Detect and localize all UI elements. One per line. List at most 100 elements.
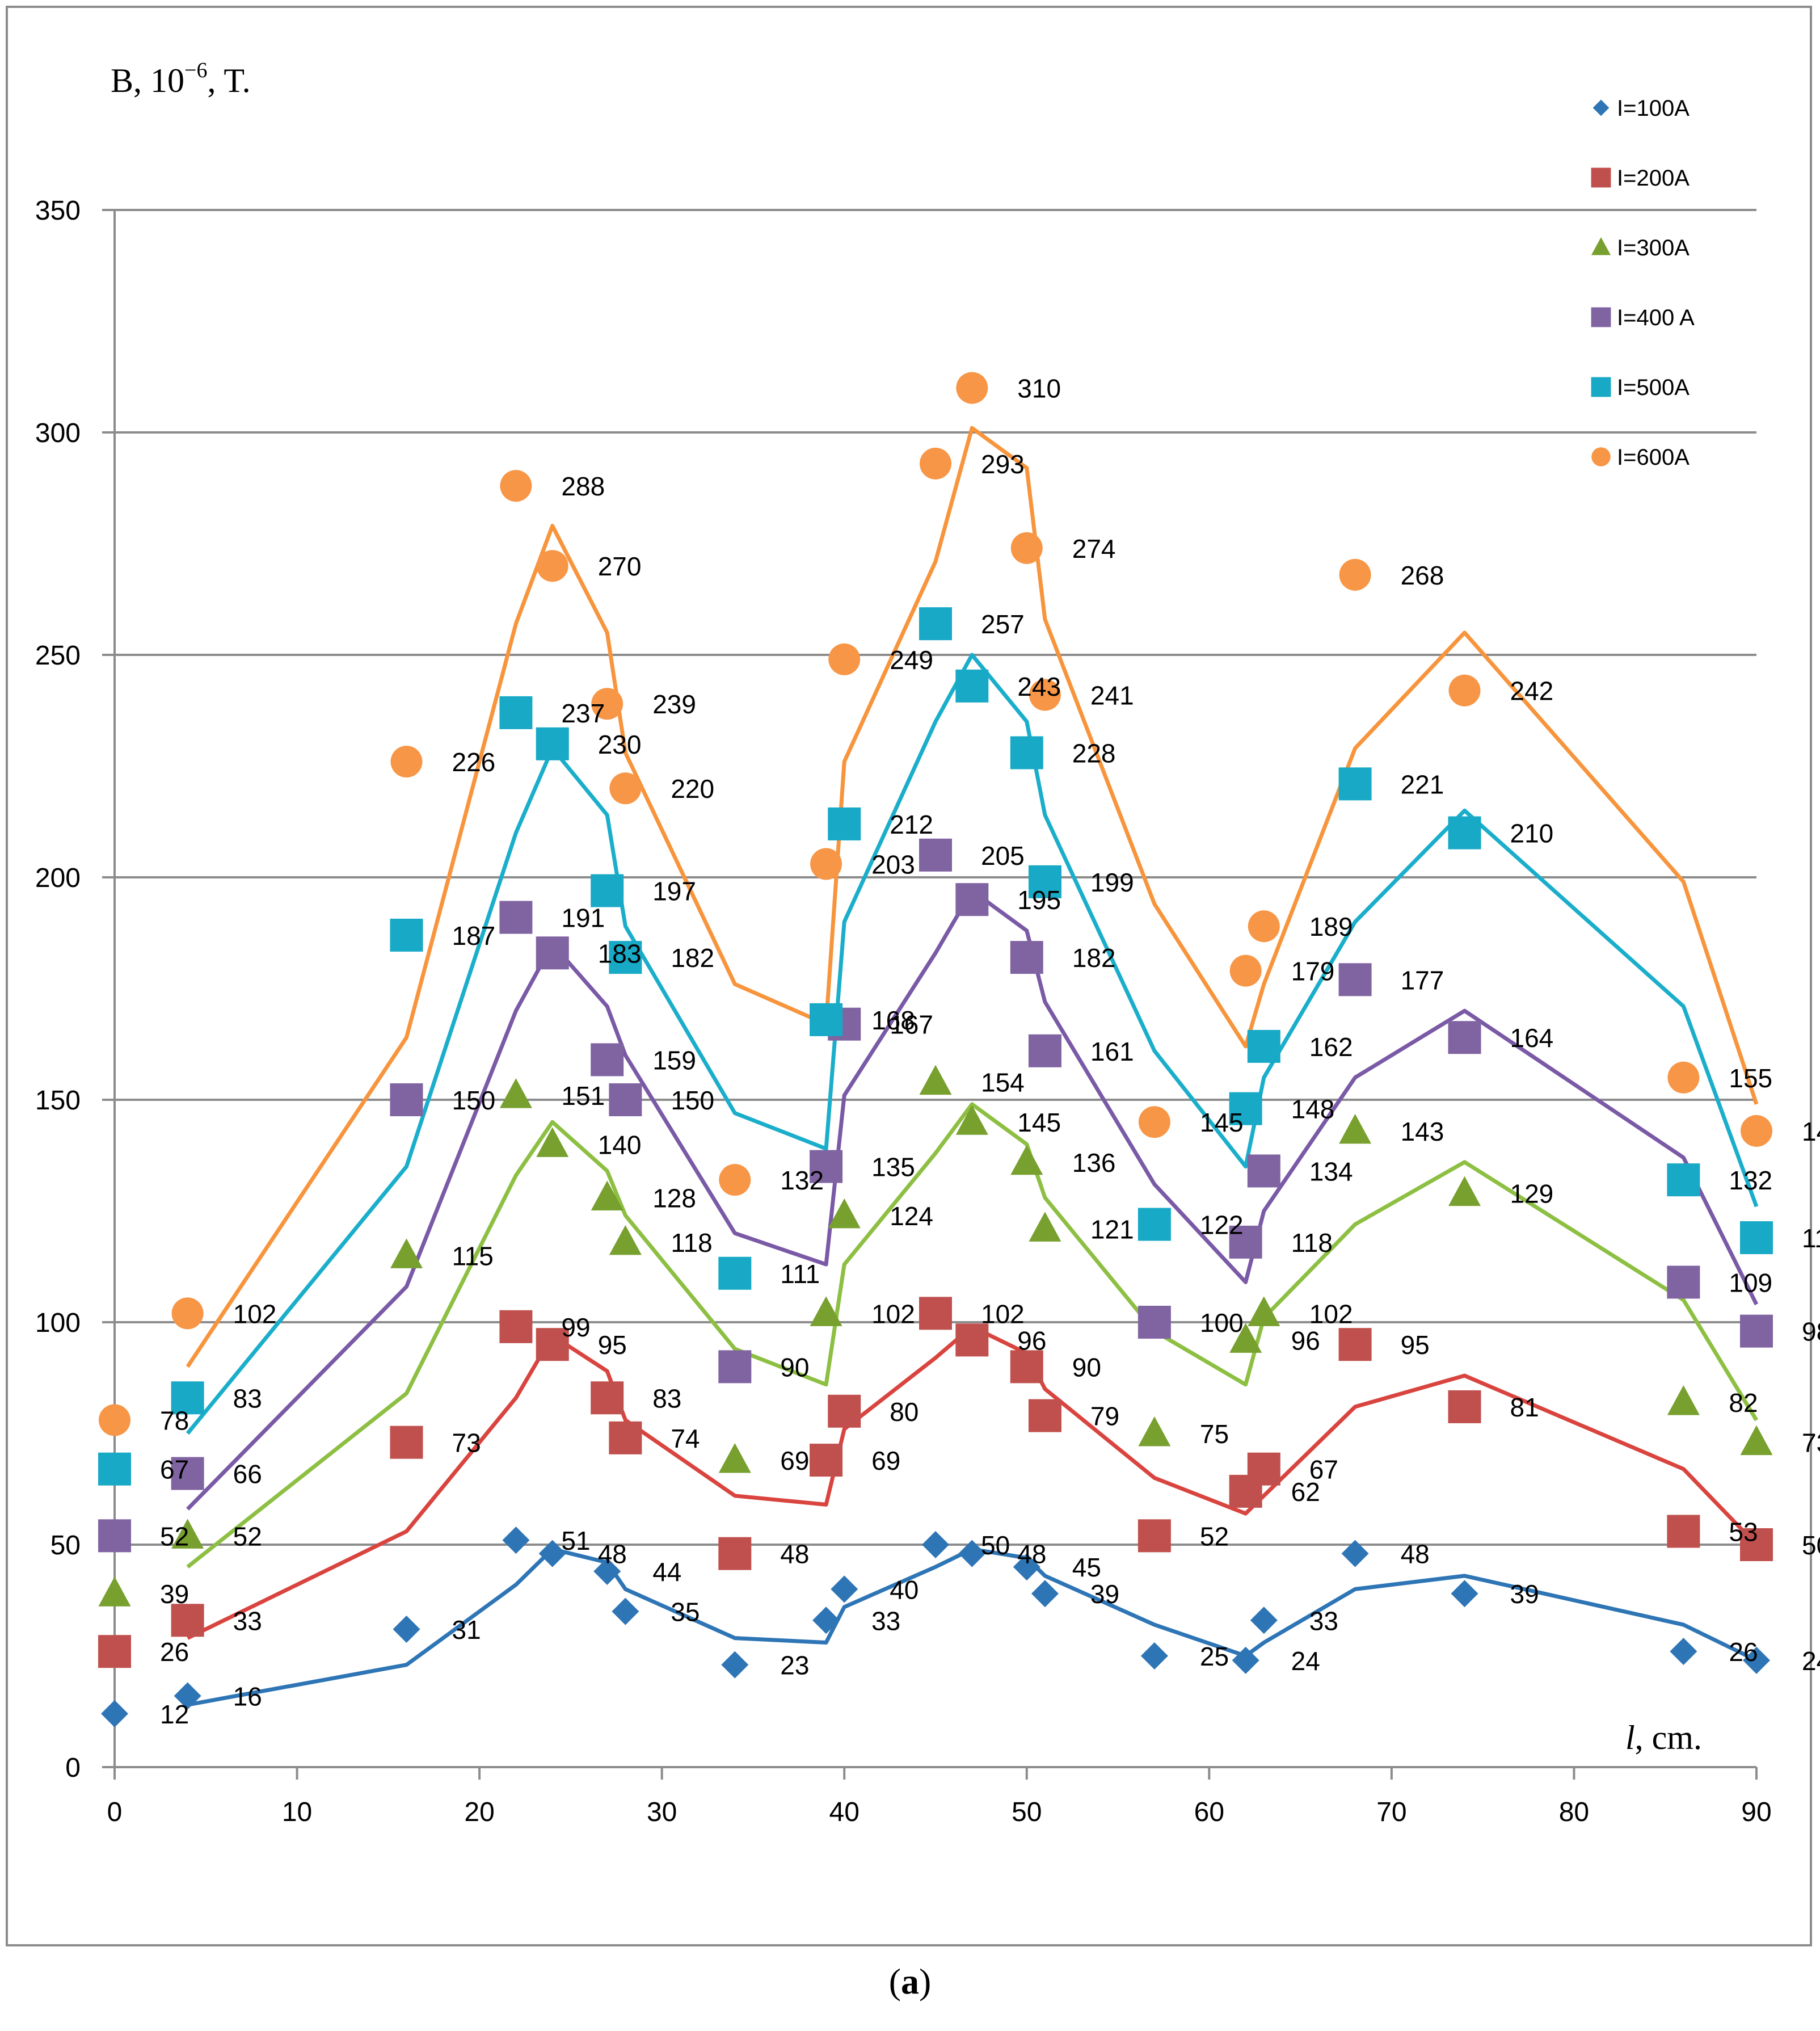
data-point-i-200a xyxy=(1667,1515,1700,1548)
data-label-i-400-a: 191 xyxy=(561,903,605,933)
data-label-i-100a: 25 xyxy=(1200,1642,1229,1671)
data-label-i-300a: 102 xyxy=(1309,1299,1353,1328)
data-label-i-500a: 119 xyxy=(1802,1223,1820,1253)
data-point-i-600a xyxy=(810,848,842,880)
data-point-i-200a xyxy=(1138,1519,1171,1553)
data-label-i-500a: 168 xyxy=(871,1006,915,1035)
data-point-i-500a xyxy=(1740,1221,1773,1255)
legend-label-i-600a: I=600A xyxy=(1617,445,1690,470)
data-point-i-400-a xyxy=(1010,941,1043,974)
data-point-i-600a xyxy=(956,372,988,404)
data-point-i-400-a xyxy=(1229,1225,1262,1259)
data-point-i-400-a xyxy=(1667,1265,1700,1299)
data-point-i-400-a xyxy=(1028,1034,1061,1067)
data-point-i-600a xyxy=(1010,532,1043,564)
data-point-i-300a xyxy=(536,1127,569,1157)
data-label-i-400-a: 100 xyxy=(1200,1308,1244,1338)
data-label-i-200a: 73 xyxy=(452,1428,481,1458)
data-label-i-200a: 26 xyxy=(160,1637,189,1667)
data-point-i-200a xyxy=(1010,1350,1043,1384)
data-point-i-400-a xyxy=(499,901,533,934)
data-label-i-600a: 203 xyxy=(871,850,915,879)
data-point-i-300a xyxy=(1229,1323,1262,1353)
data-point-i-500a xyxy=(1338,767,1372,801)
data-point-i-500a xyxy=(1138,1208,1171,1241)
data-label-i-200a: 33 xyxy=(233,1606,262,1635)
y-tick-label: 100 xyxy=(35,1308,81,1338)
data-point-i-100a xyxy=(1140,1642,1168,1670)
data-markers xyxy=(98,372,1773,1727)
data-label-i-100a: 48 xyxy=(598,1540,627,1569)
data-label-i-100a: 24 xyxy=(1802,1646,1820,1676)
data-label-i-200a: 80 xyxy=(890,1397,919,1427)
data-point-i-600a xyxy=(920,447,951,480)
data-point-i-500a xyxy=(1448,816,1481,850)
data-label-i-500a: 237 xyxy=(561,699,605,728)
data-label-i-500a: 243 xyxy=(1017,672,1061,701)
data-point-i-200a xyxy=(536,1328,569,1361)
data-point-i-200a xyxy=(1448,1390,1481,1423)
data-label-i-100a: 44 xyxy=(652,1557,681,1587)
data-label-i-400-a: 134 xyxy=(1309,1157,1353,1186)
data-point-i-600a xyxy=(1667,1061,1700,1094)
x-tick-label: 90 xyxy=(1741,1797,1771,1827)
data-label-i-600a: 270 xyxy=(598,552,642,581)
x-tick-label: 0 xyxy=(107,1797,123,1827)
data-label-i-200a: 53 xyxy=(1729,1517,1758,1546)
data-label-i-500a: 111 xyxy=(780,1259,820,1289)
x-tick-label: 30 xyxy=(647,1797,677,1827)
data-point-i-300a xyxy=(499,1078,532,1108)
data-point-i-300a xyxy=(810,1296,842,1326)
data-point-i-300a xyxy=(390,1238,423,1268)
legend-marker-i-100a xyxy=(1592,99,1610,116)
data-label-i-200a: 48 xyxy=(780,1540,809,1569)
gridlines xyxy=(115,209,1756,1546)
data-label-i-200a: 69 xyxy=(871,1446,900,1475)
data-label-i-500a: 187 xyxy=(452,921,495,951)
data-point-i-500a xyxy=(171,1381,204,1415)
data-point-i-400-a xyxy=(1740,1314,1773,1348)
data-point-i-300a xyxy=(1667,1385,1700,1415)
data-label-i-300a: 129 xyxy=(1510,1179,1554,1209)
data-label-i-300a: 115 xyxy=(452,1241,493,1271)
data-label-i-600a: 310 xyxy=(1017,374,1061,403)
data-point-i-100a xyxy=(812,1607,840,1634)
data-point-i-600a xyxy=(1029,679,1061,711)
data-label-i-200a: 74 xyxy=(671,1424,700,1453)
data-point-i-200a xyxy=(390,1426,423,1459)
data-label-i-100a: 48 xyxy=(1017,1540,1046,1569)
data-point-i-300a xyxy=(955,1105,988,1135)
data-point-i-100a xyxy=(393,1615,420,1643)
x-axis-title: l, cm. xyxy=(1625,1719,1702,1756)
data-label-i-100a: 33 xyxy=(1309,1606,1338,1635)
chart-frame xyxy=(6,6,1812,1946)
data-label-i-500a: 148 xyxy=(1291,1095,1335,1124)
data-label-i-500a: 210 xyxy=(1510,819,1554,848)
data-point-i-500a xyxy=(609,941,642,974)
y-tick-label: 150 xyxy=(35,1086,81,1116)
data-label-i-500a: 122 xyxy=(1200,1210,1244,1240)
data-label-i-300a: 82 xyxy=(1729,1388,1758,1418)
x-tick-label: 60 xyxy=(1194,1797,1224,1827)
data-point-i-200a xyxy=(499,1310,533,1343)
series-line-i-300a xyxy=(186,1102,1758,1569)
data-point-i-300a xyxy=(919,1065,952,1095)
data-point-i-100a xyxy=(502,1527,530,1554)
legend-label-i-100a: I=100A xyxy=(1617,96,1690,121)
data-point-i-600a xyxy=(719,1164,751,1196)
legend-marker-i-500a xyxy=(1591,377,1611,397)
data-point-i-400-a xyxy=(609,1083,642,1116)
data-label-i-200a: 90 xyxy=(1072,1352,1101,1382)
data-point-i-400-a xyxy=(1338,963,1372,996)
data-point-i-400-a xyxy=(810,1150,843,1183)
data-point-i-500a xyxy=(98,1452,131,1486)
data-point-i-600a xyxy=(1138,1106,1170,1138)
data-label-i-300a: 39 xyxy=(160,1579,189,1609)
data-label-i-400-a: 109 xyxy=(1729,1268,1772,1297)
data-point-i-200a xyxy=(1247,1452,1280,1486)
data-point-i-400-a xyxy=(1138,1306,1171,1339)
data-label-i-300a: 151 xyxy=(561,1081,605,1111)
x-tick-label: 70 xyxy=(1376,1797,1406,1827)
x-tick-label: 50 xyxy=(1012,1797,1042,1827)
data-point-i-100a xyxy=(1451,1580,1478,1608)
